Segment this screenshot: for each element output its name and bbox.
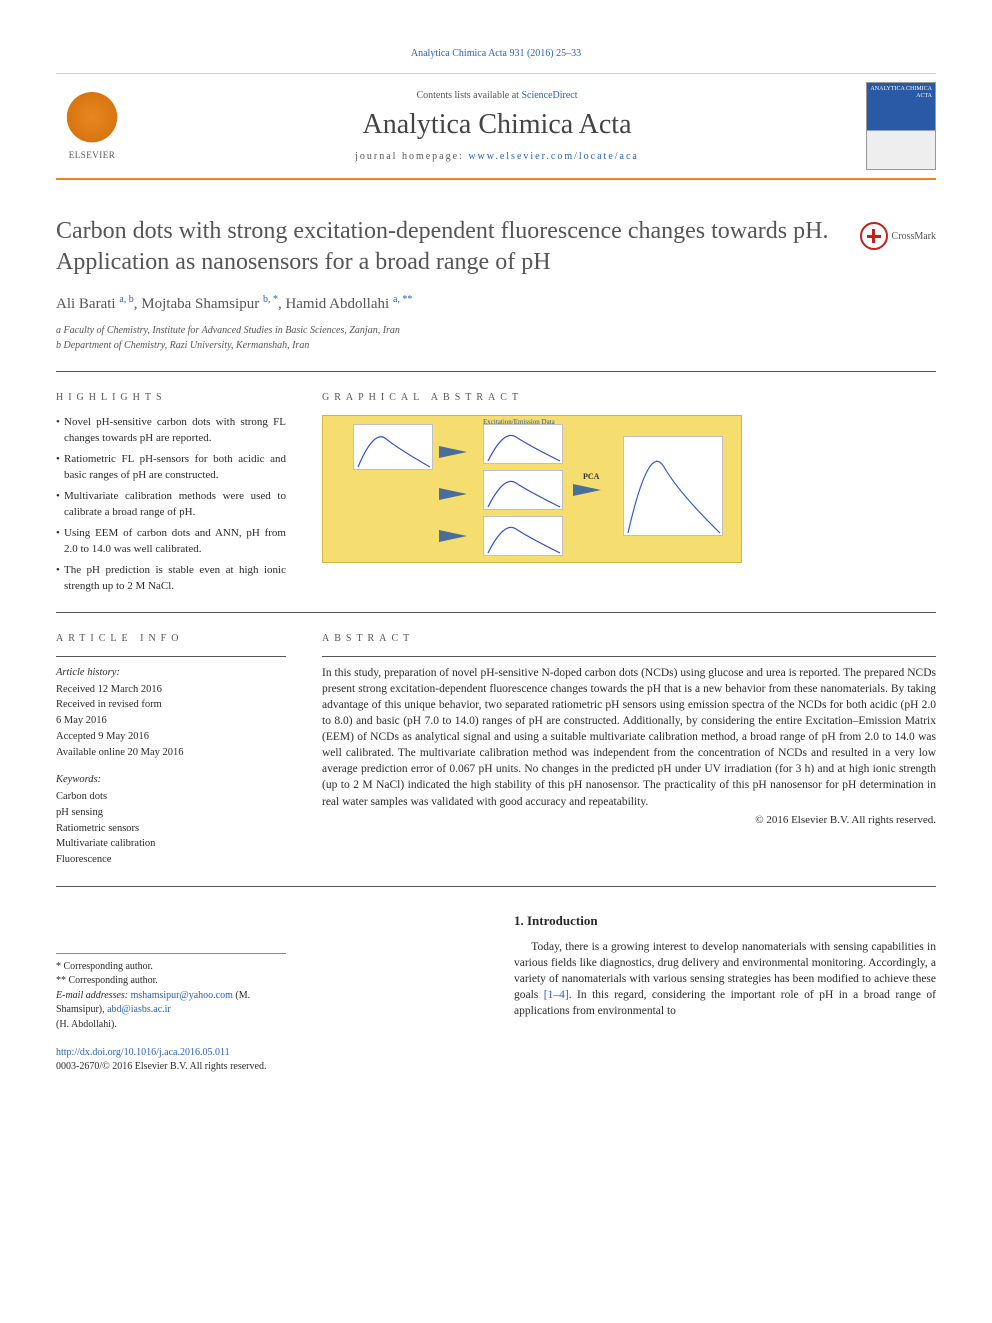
corresponding-note: * Corresponding author. <box>56 960 286 975</box>
sciencedirect-link[interactable]: ScienceDirect <box>521 90 577 101</box>
highlights-list: Novel pH-sensitive carbon dots with stro… <box>56 415 286 594</box>
highlights-column: HIGHLIGHTS Novel pH-sensitive carbon dot… <box>56 392 286 599</box>
history-line: Accepted 9 May 2016 <box>56 729 286 745</box>
email-link[interactable]: abd@iasbs.ac.ir <box>107 1004 171 1015</box>
keyword: pH sensing <box>56 805 286 821</box>
graphical-abstract-label: GRAPHICAL ABSTRACT <box>322 392 936 403</box>
crossmark-icon <box>860 222 888 250</box>
homepage-prefix: journal homepage: <box>355 151 468 162</box>
journal-cover-thumb: ANALYTICA CHIMICA ACTA <box>866 82 936 170</box>
corresponding-note: ** Corresponding author. <box>56 974 286 989</box>
publisher-name: ELSEVIER <box>69 150 116 160</box>
ga-pca-label: PCA <box>583 472 599 481</box>
affiliation: b Department of Chemistry, Razi Universi… <box>56 338 936 353</box>
cover-label: ANALYTICA CHIMICA ACTA <box>867 86 932 99</box>
highlight-item: Novel pH-sensitive carbon dots with stro… <box>56 415 286 447</box>
article-title: Carbon dots with strong excitation-depen… <box>56 216 840 278</box>
history-line: 6 May 2016 <box>56 713 286 729</box>
history-line: Available online 20 May 2016 <box>56 745 286 761</box>
contents-line: Contents lists available at ScienceDirec… <box>144 90 850 101</box>
article-info-column: ARTICLE INFO Article history: Received 1… <box>56 633 286 868</box>
divider <box>56 886 936 887</box>
doi-link[interactable]: http://dx.doi.org/10.1016/j.aca.2016.05.… <box>56 1047 230 1058</box>
reference-link[interactable]: [1–4] <box>544 989 569 1001</box>
ga-panel <box>483 470 563 510</box>
homepage-line: journal homepage: www.elsevier.com/locat… <box>144 151 850 162</box>
intro-paragraph: Today, there is a growing interest to de… <box>514 939 936 1019</box>
affiliation: a Faculty of Chemistry, Institute for Ad… <box>56 323 936 338</box>
highlight-item: The pH prediction is stable even at high… <box>56 563 286 595</box>
arrow-icon <box>439 488 467 500</box>
email-link[interactable]: mshamsipur@yahoo.com <box>131 990 233 1001</box>
email-name: (H. Abdollahi). <box>56 1018 286 1033</box>
history-head: Article history: <box>56 665 286 681</box>
divider <box>56 656 286 657</box>
ga-panel <box>623 436 723 536</box>
keywords-list: Carbon dots pH sensing Ratiometric senso… <box>56 789 286 868</box>
footnotes: * Corresponding author. ** Corresponding… <box>56 953 286 1033</box>
arrow-icon <box>439 446 467 458</box>
divider <box>56 371 936 372</box>
article-info-block: Article history: Received 12 March 2016 … <box>56 665 286 868</box>
right-intro-col: 1. Introduction Today, there is a growin… <box>514 913 936 1075</box>
highlights-label: HIGHLIGHTS <box>56 392 286 403</box>
graphical-abstract-image: Excitation/Emission DataPCA <box>322 415 742 563</box>
divider <box>322 656 936 657</box>
doi-block: http://dx.doi.org/10.1016/j.aca.2016.05.… <box>56 1046 478 1074</box>
intro-heading: 1. Introduction <box>514 913 936 929</box>
divider <box>56 612 936 613</box>
crossmark-badge[interactable]: CrossMark <box>860 222 936 250</box>
journal-title: Analytica Chimica Acta <box>144 109 850 141</box>
homepage-link[interactable]: www.elsevier.com/locate/aca <box>468 151 639 162</box>
highlight-item: Ratiometric FL pH-sensors for both acidi… <box>56 452 286 484</box>
copyright: © 2016 Elsevier B.V. All rights reserved… <box>322 814 936 826</box>
keywords-head: Keywords: <box>56 772 286 788</box>
emails-label: E-mail addresses: <box>56 990 131 1001</box>
crossmark-label: CrossMark <box>892 231 936 242</box>
keyword: Ratiometric sensors <box>56 821 286 837</box>
ga-panel <box>353 424 433 470</box>
keyword: Carbon dots <box>56 789 286 805</box>
contents-prefix: Contents lists available at <box>416 90 521 101</box>
elsevier-tree-icon <box>64 92 120 148</box>
keyword: Fluorescence <box>56 852 286 868</box>
citation-line: Analytica Chimica Acta 931 (2016) 25–33 <box>56 48 936 59</box>
highlight-item: Using EEM of carbon dots and ANN, pH fro… <box>56 526 286 558</box>
issn-line: 0003-2670/© 2016 Elsevier B.V. All right… <box>56 1060 478 1074</box>
keyword: Multivariate calibration <box>56 836 286 852</box>
article-info-label: ARTICLE INFO <box>56 633 286 644</box>
affiliations: a Faculty of Chemistry, Institute for Ad… <box>56 323 936 353</box>
email-line: E-mail addresses: mshamsipur@yahoo.com (… <box>56 989 286 1018</box>
arrow-icon <box>573 484 601 496</box>
abstract-body: In this study, preparation of novel pH-s… <box>322 665 936 810</box>
ga-panel <box>483 516 563 556</box>
masthead-center: Contents lists available at ScienceDirec… <box>144 90 850 162</box>
highlight-item: Multivariate calibration methods were us… <box>56 489 286 521</box>
history-line: Received 12 March 2016 <box>56 682 286 698</box>
arrow-icon <box>439 530 467 542</box>
ga-panel <box>483 424 563 464</box>
left-intro-col: * Corresponding author. ** Corresponding… <box>56 913 478 1075</box>
abstract-column: ABSTRACT In this study, preparation of n… <box>322 633 936 868</box>
authors: Ali Barati a, b, Mojtaba Shamsipur b, *,… <box>56 294 936 313</box>
abstract-label: ABSTRACT <box>322 633 936 644</box>
masthead: ELSEVIER Contents lists available at Sci… <box>56 73 936 180</box>
publisher-logo: ELSEVIER <box>56 87 128 165</box>
history-line: Received in revised form <box>56 697 286 713</box>
graphical-abstract-column: GRAPHICAL ABSTRACT Excitation/Emission D… <box>322 392 936 599</box>
intro-text-after: . In this regard, considering the import… <box>514 989 936 1017</box>
